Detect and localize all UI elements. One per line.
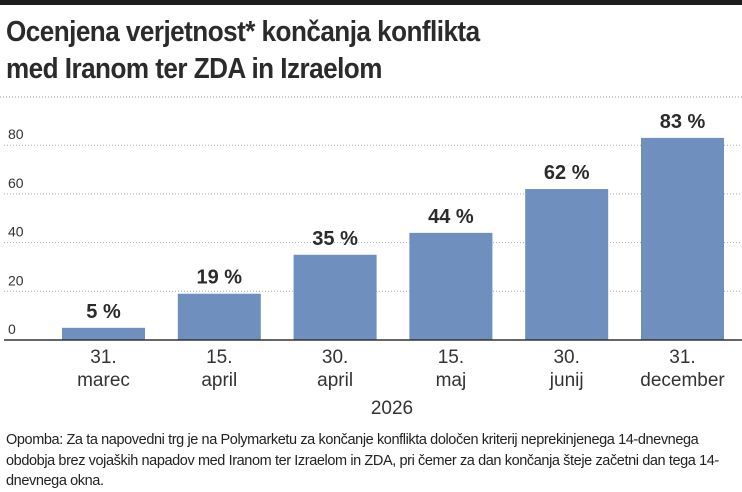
data-label: 19 % <box>197 267 243 289</box>
y-tick-label: 80 <box>8 126 24 142</box>
top-rule <box>0 0 742 5</box>
x-tick-label-month: april <box>317 370 353 391</box>
x-tick-label-day: 31. <box>669 347 695 368</box>
x-tick-label-day: 30. <box>553 347 579 368</box>
x-axis-label: 2026 <box>371 398 413 419</box>
x-tick-label-month: april <box>201 370 237 391</box>
data-label: 44 % <box>428 206 474 228</box>
data-label: 5 % <box>86 301 121 323</box>
bar <box>525 189 609 340</box>
x-tick-label-day: 15. <box>206 347 232 368</box>
bar <box>62 327 145 340</box>
y-tick-label: 60 <box>8 175 24 191</box>
data-label: 35 % <box>312 228 358 250</box>
data-label: 62 % <box>544 162 590 184</box>
bar <box>641 137 724 340</box>
footnote: Opomba: Za ta napovedni trg je na Polyma… <box>6 432 719 489</box>
x-tick-label-month: junij <box>549 370 584 391</box>
bar <box>409 232 493 340</box>
title-line-2: med Iranom ter ZDA in Izraelom <box>6 53 382 85</box>
bar <box>293 254 377 340</box>
y-tick-label: 40 <box>8 224 24 240</box>
data-label: 83 % <box>660 111 706 133</box>
chart-title: Ocenjena verjetnost* končanja konflikta … <box>6 14 532 88</box>
title-line-1: Ocenjena verjetnost* končanja konflikta <box>6 16 480 48</box>
y-tick-label: 20 <box>8 272 24 288</box>
x-tick-label-day: 30. <box>322 347 348 368</box>
x-tick-label-month: december <box>640 370 725 391</box>
x-tick-label-month: marec <box>77 370 130 391</box>
x-tick-label-month: maj <box>436 370 467 391</box>
x-tick-label-day: 31. <box>90 347 116 368</box>
bar <box>177 293 261 340</box>
y-tick-label: 0 <box>8 321 16 337</box>
x-tick-label-day: 15. <box>438 347 464 368</box>
